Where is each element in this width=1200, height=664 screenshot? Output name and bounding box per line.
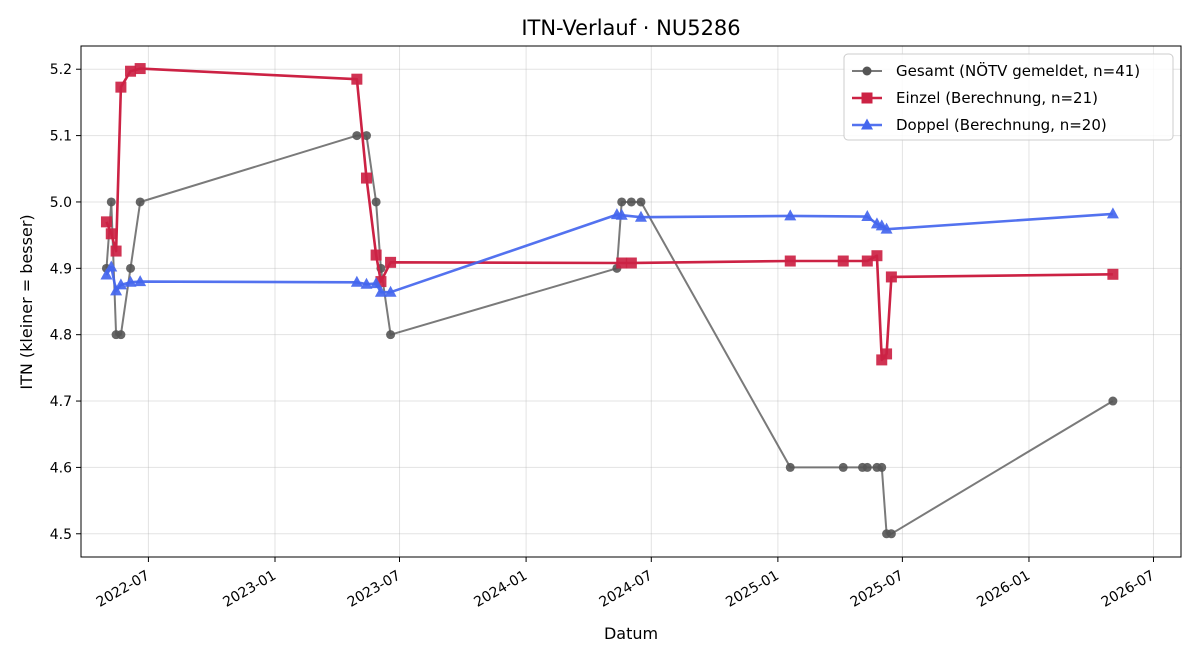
data-point xyxy=(785,462,795,472)
data-point xyxy=(105,260,118,272)
data-point xyxy=(616,257,628,269)
data-point xyxy=(384,285,397,297)
series-square xyxy=(100,63,1119,366)
data-point xyxy=(106,197,116,207)
data-point xyxy=(1107,268,1119,280)
data-point xyxy=(134,275,147,287)
data-point xyxy=(375,276,387,288)
y-tick-label: 4.7 xyxy=(50,394,72,410)
data-point xyxy=(352,131,362,141)
data-point xyxy=(110,284,123,296)
y-tick-label: 5.2 xyxy=(50,62,72,78)
data-point xyxy=(385,256,397,268)
data-point xyxy=(135,197,145,207)
data-point xyxy=(115,81,127,93)
data-point xyxy=(861,255,873,267)
legend-item: Gesamt (NÖTV gemeldet, n=41) xyxy=(852,61,1140,80)
data-point xyxy=(125,65,137,77)
y-tick-label: 5.0 xyxy=(50,195,72,211)
x-axis-label: Datum xyxy=(604,624,658,643)
y-tick-label: 4.6 xyxy=(50,460,72,476)
data-point xyxy=(784,209,797,221)
data-point xyxy=(877,462,887,472)
data-point xyxy=(837,255,849,267)
data-point xyxy=(360,277,373,289)
data-point xyxy=(116,330,126,340)
data-point xyxy=(636,197,646,207)
data-point xyxy=(371,197,381,207)
data-point xyxy=(360,172,372,184)
data-point xyxy=(126,263,136,273)
data-point xyxy=(615,208,628,220)
data-point xyxy=(361,131,371,141)
plot-frame xyxy=(80,45,1182,558)
chart-title: ITN-Verlauf · NU5286 xyxy=(521,16,740,40)
data-point xyxy=(374,285,387,297)
y-axis-label: ITN (kleiner = besser) xyxy=(17,214,36,389)
data-point xyxy=(861,210,874,222)
data-point xyxy=(110,245,122,257)
legend-label: Einzel (Berechnung, n=21) xyxy=(896,89,1098,107)
data-point xyxy=(871,250,883,262)
data-point xyxy=(784,255,796,267)
data-point xyxy=(886,529,896,539)
data-point xyxy=(862,462,872,472)
legend-label: Doppel (Berechnung, n=20) xyxy=(896,116,1107,134)
legend-label: Gesamt (NÖTV gemeldet, n=41) xyxy=(896,61,1140,80)
data-point xyxy=(880,222,893,234)
legend-item: Einzel (Berechnung, n=21) xyxy=(852,89,1098,107)
data-point xyxy=(862,66,872,76)
data-point xyxy=(105,228,117,240)
data-point xyxy=(861,92,873,104)
y-tick-label: 4.8 xyxy=(50,328,72,344)
data-point xyxy=(1106,207,1119,219)
y-tick-label: 4.5 xyxy=(50,527,72,543)
data-point xyxy=(100,268,113,280)
data-point xyxy=(370,277,383,289)
legend-box xyxy=(843,53,1174,141)
data-point xyxy=(351,73,363,85)
data-point xyxy=(370,249,382,261)
series-layer xyxy=(100,63,1119,539)
data-point xyxy=(876,354,888,366)
series-triangle xyxy=(100,207,1119,297)
data-point xyxy=(625,257,637,269)
y-tick-label: 5.1 xyxy=(50,129,72,145)
data-point xyxy=(1108,396,1118,406)
legend-item: Doppel (Berechnung, n=20) xyxy=(852,116,1107,134)
data-point xyxy=(124,275,137,287)
data-point xyxy=(386,330,396,340)
data-point xyxy=(114,278,127,290)
data-point xyxy=(100,216,112,228)
data-point xyxy=(626,197,636,207)
data-point xyxy=(861,118,873,130)
data-point xyxy=(881,348,893,360)
data-point xyxy=(634,210,647,222)
data-point xyxy=(885,271,897,283)
legend: Gesamt (NÖTV gemeldet, n=41) Einzel (Bere… xyxy=(843,53,1174,141)
y-tick-label: 4.9 xyxy=(50,261,72,277)
data-point xyxy=(617,197,627,207)
data-point xyxy=(134,63,146,75)
data-point xyxy=(350,275,363,287)
data-point xyxy=(838,462,848,472)
